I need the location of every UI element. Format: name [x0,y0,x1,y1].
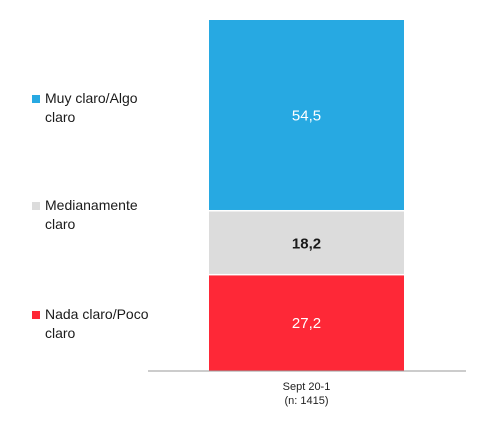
bar-segment-2 [209,20,404,210]
value-label-1: 18,2 [292,235,321,252]
value-label-0: 27,2 [292,315,321,332]
bars-group: 27,2 18,2 54,5 [209,20,404,371]
legend-label-0: Nada claro/Poco claro [45,306,149,341]
value-label-2: 54,5 [292,108,321,125]
x-tick-label-0: Sept 20-1 (n: 1415) [283,381,331,407]
legend-label-1: Medianamente claro [45,197,138,232]
legend-swatch-0 [32,311,40,319]
bar-segment-1 [209,211,404,274]
legend-label-2: Muy claro/Algo claro [45,90,138,125]
legend: Nada claro/Poco claro Medianamente claro Muy… [32,90,149,341]
x-axis-ticks: Sept 20-1 (n: 1415) [283,381,331,407]
bar-segment-0 [209,275,404,371]
legend-swatch-2 [32,95,40,103]
legend-swatch-1 [32,202,40,210]
